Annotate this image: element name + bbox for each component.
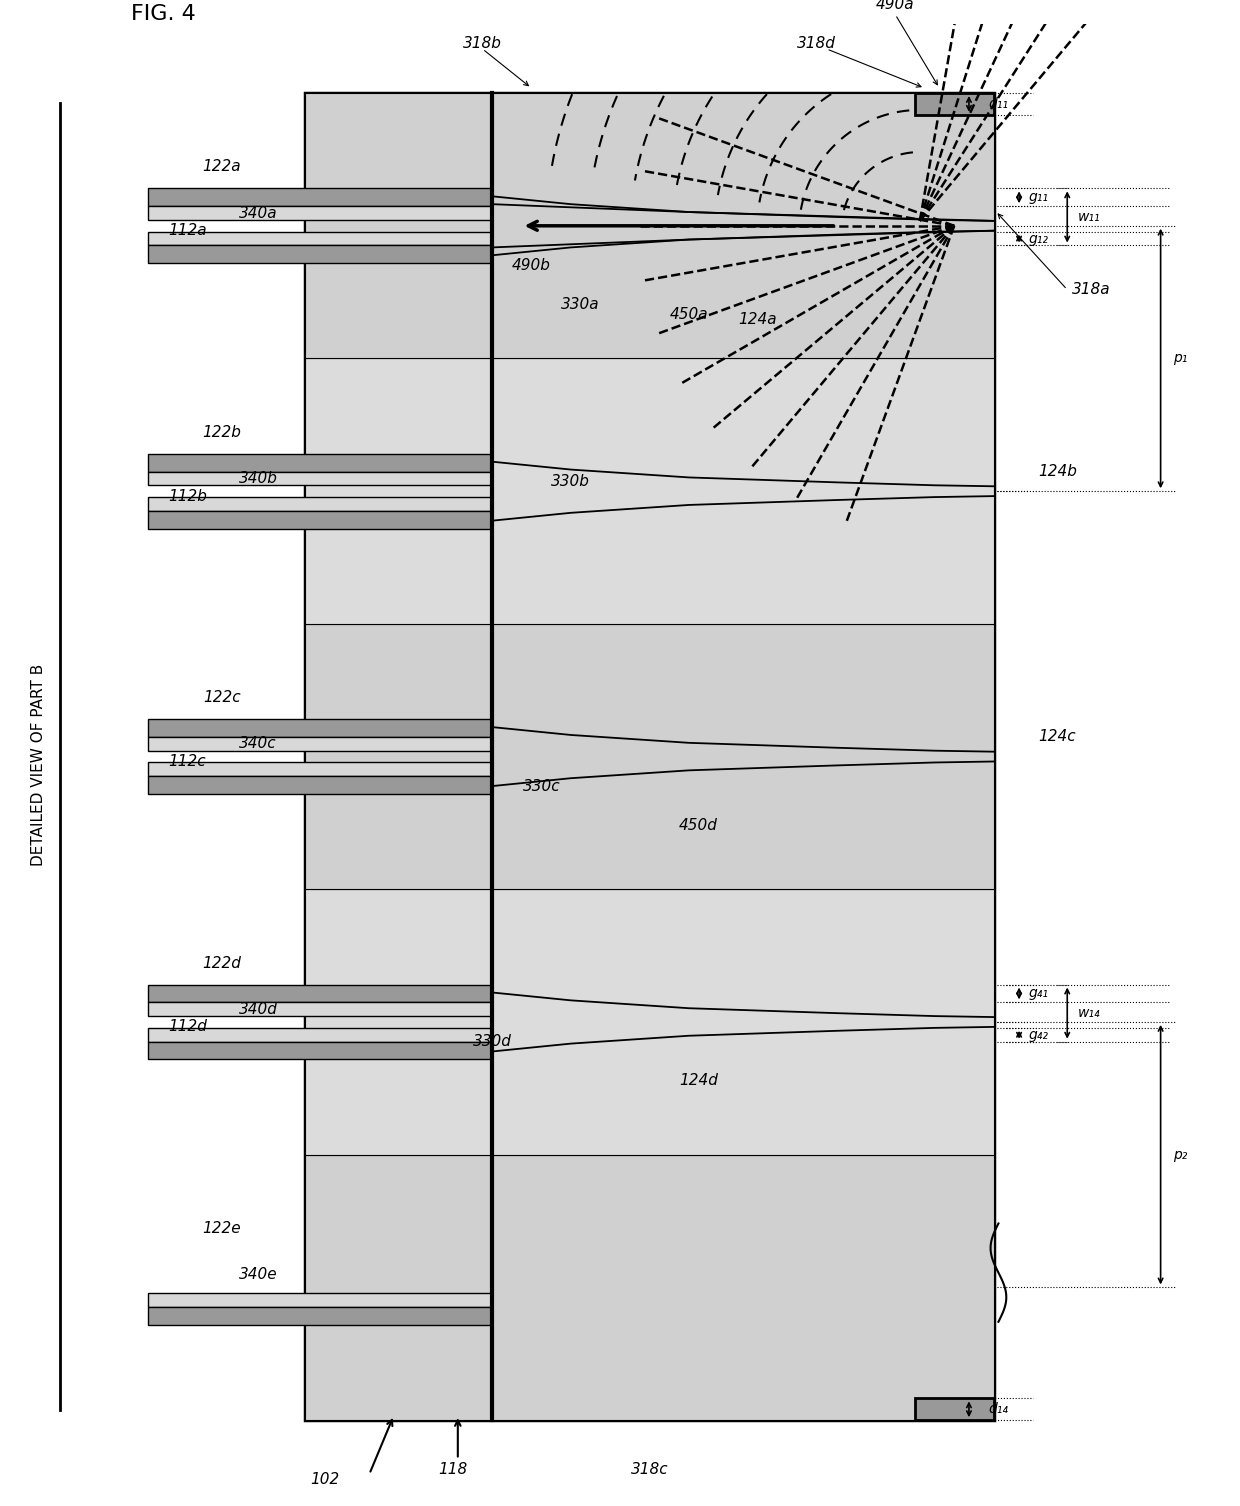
Bar xyxy=(149,1294,492,1307)
Bar xyxy=(149,232,492,245)
Bar xyxy=(149,245,492,264)
Bar xyxy=(305,93,993,1420)
Bar xyxy=(149,1042,492,1059)
Bar xyxy=(149,1029,492,1042)
Bar xyxy=(149,1307,492,1325)
Text: 490b: 490b xyxy=(512,258,551,273)
Text: 124d: 124d xyxy=(680,1074,718,1089)
Text: 124b: 124b xyxy=(1038,464,1076,479)
Text: d₁₄: d₁₄ xyxy=(988,1402,1008,1416)
Text: 340d: 340d xyxy=(239,1001,278,1017)
Bar xyxy=(149,497,492,511)
Text: 112b: 112b xyxy=(169,488,207,503)
Bar xyxy=(149,762,492,776)
Text: 330c: 330c xyxy=(522,779,560,794)
Text: 318a: 318a xyxy=(1073,282,1111,297)
Text: 122a: 122a xyxy=(202,160,242,175)
Text: g₄₁: g₄₁ xyxy=(1029,986,1049,1000)
Text: 124a: 124a xyxy=(738,312,777,327)
Bar xyxy=(305,889,993,1155)
Text: 122b: 122b xyxy=(202,425,242,440)
Bar xyxy=(149,206,492,220)
Bar xyxy=(305,93,993,358)
Text: 112d: 112d xyxy=(169,1020,207,1035)
Bar xyxy=(915,93,993,114)
Bar xyxy=(305,358,993,623)
Text: 340b: 340b xyxy=(239,471,278,486)
Bar xyxy=(149,1003,492,1017)
Text: 112a: 112a xyxy=(169,223,207,238)
Bar xyxy=(149,188,492,206)
Bar xyxy=(149,453,492,471)
Text: w₁₄: w₁₄ xyxy=(1078,1006,1100,1020)
Bar xyxy=(915,1399,993,1420)
Text: 124c: 124c xyxy=(1038,729,1075,744)
Text: 118: 118 xyxy=(438,1462,467,1477)
Text: p₁: p₁ xyxy=(1173,351,1188,366)
Text: 122c: 122c xyxy=(203,690,241,705)
Bar xyxy=(149,985,492,1003)
Text: w₁₁: w₁₁ xyxy=(1078,209,1100,224)
Text: 318c: 318c xyxy=(631,1462,668,1477)
Text: DETAILED VIEW OF PART B: DETAILED VIEW OF PART B xyxy=(31,663,46,866)
Bar xyxy=(149,511,492,529)
Text: 330b: 330b xyxy=(552,474,590,489)
Text: 122d: 122d xyxy=(202,955,242,970)
Text: 318d: 318d xyxy=(797,36,836,51)
Bar xyxy=(149,736,492,750)
Bar xyxy=(149,471,492,485)
Bar xyxy=(305,1155,993,1420)
Text: g₁₂: g₁₂ xyxy=(1029,232,1049,245)
Text: 340e: 340e xyxy=(239,1267,278,1282)
Text: FIG. 4: FIG. 4 xyxy=(130,5,196,24)
Bar xyxy=(305,623,993,889)
Text: 122e: 122e xyxy=(202,1221,242,1236)
Text: g₁₁: g₁₁ xyxy=(1029,190,1049,205)
Text: 318b: 318b xyxy=(463,36,502,51)
Text: 102: 102 xyxy=(310,1471,340,1486)
Text: 340c: 340c xyxy=(239,736,277,751)
Text: 490a: 490a xyxy=(875,0,915,12)
Text: 340a: 340a xyxy=(239,205,278,220)
Text: 330a: 330a xyxy=(562,297,600,312)
Bar xyxy=(149,776,492,794)
Text: g₄₂: g₄₂ xyxy=(1029,1027,1049,1042)
Text: 450d: 450d xyxy=(680,818,718,833)
Text: 450a: 450a xyxy=(670,307,708,322)
Text: 112c: 112c xyxy=(169,755,206,770)
Text: d₁₁: d₁₁ xyxy=(988,96,1008,111)
Text: 330d: 330d xyxy=(472,1035,512,1050)
Text: p₂: p₂ xyxy=(1173,1148,1188,1161)
Bar xyxy=(149,720,492,736)
